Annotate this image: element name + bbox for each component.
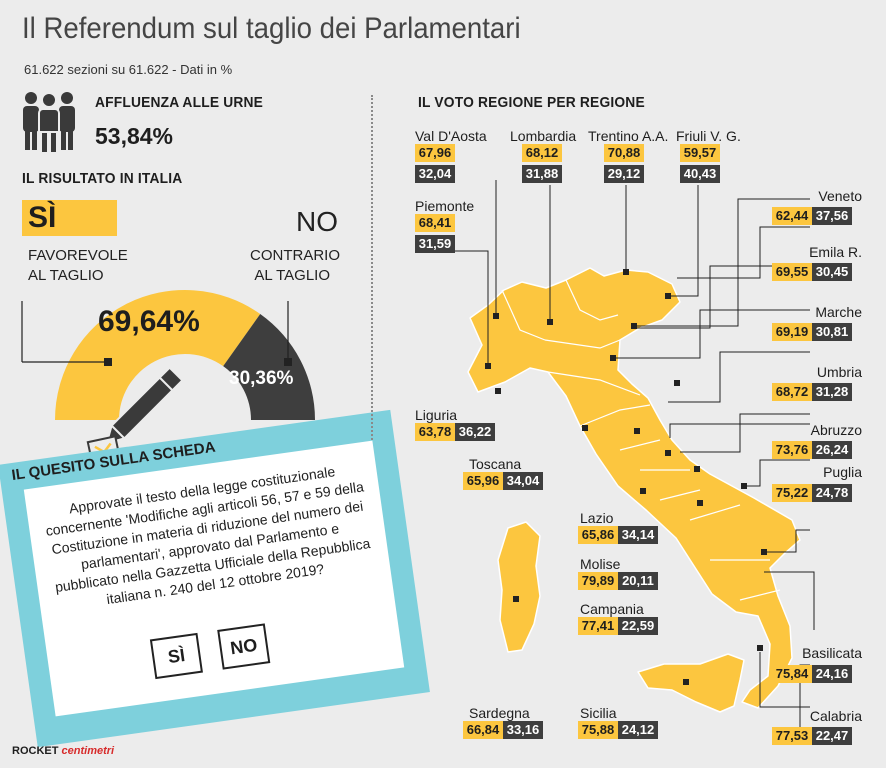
region-sicilia: Sicilia 75,88 24,12 xyxy=(578,705,658,739)
ballot-question: Approvate il testo della legge costituzi… xyxy=(44,463,372,608)
no-percentage: 30,36% xyxy=(229,368,294,389)
turnout-label: AFFLUENZA ALLE URNE xyxy=(95,94,264,111)
national-heading: IL RISULTATO IN ITALIA xyxy=(22,170,183,187)
region-toscana: Toscana 65,96 34,04 xyxy=(463,456,543,490)
no-label: NO xyxy=(296,206,338,237)
gauge-no-arc xyxy=(223,313,315,420)
region-trentino: Trentino A.A. 70,88 29,12 xyxy=(588,128,669,183)
region-marche-values: 69,19 30,81 xyxy=(772,323,852,341)
region-lazio: Lazio 65,86 34,14 xyxy=(578,510,658,544)
region-umbria-values: 68,72 31,28 xyxy=(772,383,852,401)
no-description: CONTRARIO AL TAGLIO xyxy=(250,247,340,284)
ballot-no-box: NO xyxy=(217,623,271,670)
region-abruzzo: Abruzzo xyxy=(810,422,862,438)
gauge-yes-arc xyxy=(55,289,261,420)
region-marche: Marche xyxy=(815,304,862,320)
region-lombardia: Lombardia 68,12 31,88 xyxy=(510,128,577,183)
yes-label: SÌ xyxy=(28,201,57,234)
region-valdaosta: Val D'Aosta 67,96 32,04 xyxy=(415,128,487,183)
region-emilia: Emila R. xyxy=(809,244,862,260)
region-umbria: Umbria xyxy=(816,364,862,380)
region-calabria-values: 77,53 22,47 xyxy=(772,727,852,745)
region-emilia-values: 69,55 30,45 xyxy=(772,263,852,281)
page-subtitle: 61.622 sezioni su 61.622 - Dati in % xyxy=(24,62,233,77)
region-liguria: Liguria 63,78 36,22 xyxy=(415,407,495,441)
column-divider xyxy=(371,95,373,440)
region-veneto: Veneto xyxy=(818,188,862,204)
people-icon xyxy=(23,92,75,154)
footer-brand: ROCKET centimetri xyxy=(12,745,115,757)
regions-heading: IL VOTO REGIONE PER REGIONE xyxy=(418,94,645,111)
yes-highlight xyxy=(22,200,117,236)
region-molise: Molise 79,89 20,11 xyxy=(578,556,658,590)
sardinia-island xyxy=(497,521,541,653)
region-puglia-values: 75,22 24,78 xyxy=(772,484,852,502)
region-puglia: Puglia xyxy=(823,464,862,480)
ballot-question-box: Approvate il testo della legge costituzi… xyxy=(23,440,405,717)
yes-percentage: 69,64% xyxy=(98,305,200,338)
region-campania: Campania 77,41 22,59 xyxy=(578,601,658,635)
region-piemonte: Piemonte 68,41 31,59 xyxy=(415,198,475,253)
region-abruzzo-values: 73,76 26,24 xyxy=(772,441,852,459)
region-basilicata: Basilicata xyxy=(802,645,862,661)
region-basilicata-values: 75,84 24,16 xyxy=(772,665,852,683)
yes-description: FAVOREVOLE AL TAGLIO xyxy=(28,247,128,284)
ballot-card: IL QUESITO SULLA SCHEDA Approvate il tes… xyxy=(0,409,430,748)
region-calabria: Calabria xyxy=(809,708,862,724)
sicily-island xyxy=(637,653,745,713)
region-sardegna: Sardegna 66,84 33,16 xyxy=(463,705,543,739)
region-friuli: Friuli V. G. 59,57 40,43 xyxy=(676,128,741,183)
italy-mainland xyxy=(467,267,801,709)
italy-map xyxy=(454,180,815,740)
ballot-yes-box: SÌ xyxy=(149,632,203,680)
page-title: Il Referendum sul taglio dei Parlamentar… xyxy=(22,12,521,45)
region-veneto-values: 62,44 37,56 xyxy=(772,207,852,225)
turnout-value: 53,84% xyxy=(95,123,174,149)
